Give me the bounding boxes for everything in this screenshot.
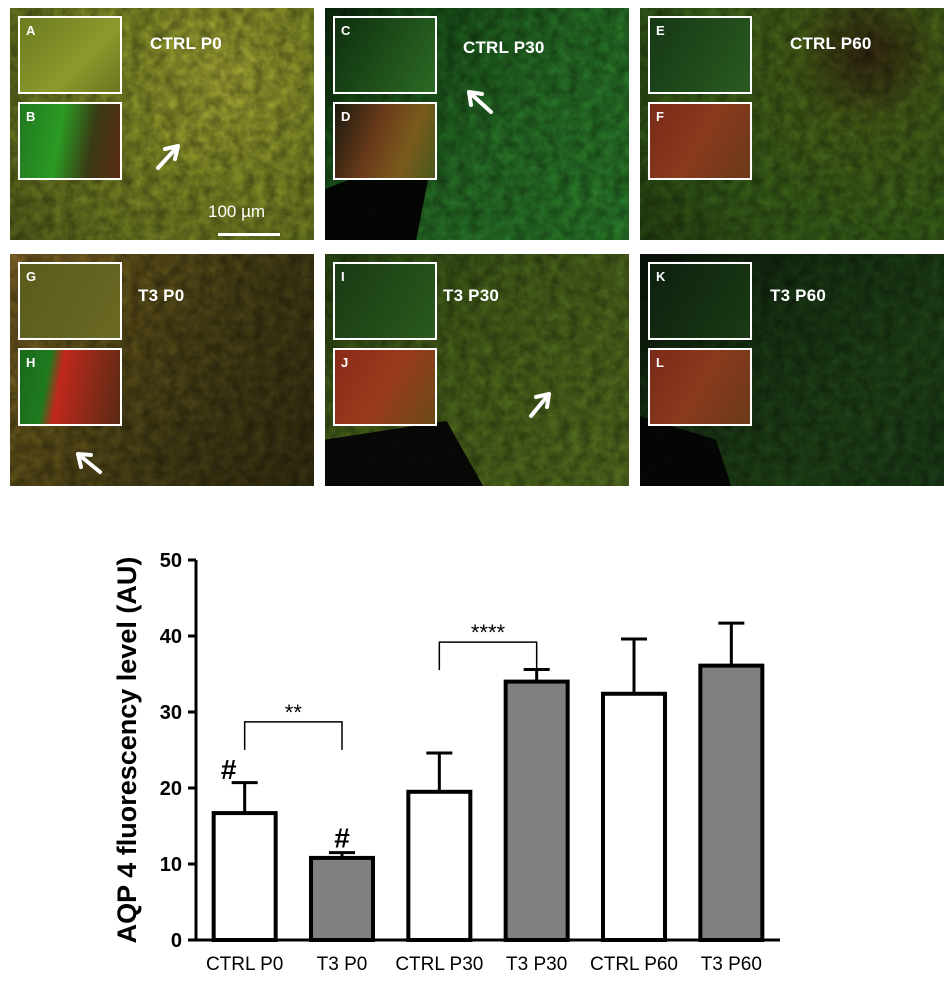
significance-bracket: [243, 721, 343, 750]
bar: [406, 789, 473, 942]
inset-label: G: [26, 269, 37, 284]
micrograph-ctrl-p60: E F CTRL P60: [640, 8, 944, 240]
inset-a: A: [18, 16, 122, 94]
inset-label: E: [656, 23, 665, 38]
inset-label: J: [341, 355, 349, 370]
hash-marker: #: [334, 822, 350, 853]
significance-bracket: [438, 641, 538, 671]
inset-k: K: [648, 262, 752, 340]
x-tick-label: CTRL P60: [590, 954, 678, 975]
panel-label: T3 P0: [138, 286, 185, 305]
inset-label: C: [341, 23, 351, 38]
inset-b: B: [18, 102, 122, 180]
panel-label: CTRL P60: [790, 34, 872, 53]
inset-label: B: [26, 109, 36, 124]
micrograph-ctrl-p30: C D CTRL P30: [325, 8, 629, 240]
y-tick-label: 40: [160, 626, 182, 648]
x-tick-label: T3 P30: [506, 954, 567, 975]
micrograph-t3-p0: G H T3 P0: [10, 254, 314, 486]
hash-marker: #: [221, 754, 237, 785]
significance-label: **: [285, 700, 303, 725]
bar: [503, 679, 570, 942]
panel-label: T3 P30: [443, 286, 500, 305]
micrograph-t3-p60: K L T3 P60: [640, 254, 944, 486]
panel-label: CTRL P0: [150, 34, 222, 53]
inset-label: D: [341, 109, 351, 124]
inset-i: I: [333, 262, 437, 340]
inset-f: F: [648, 102, 752, 180]
scale-bar: [218, 233, 280, 236]
inset-e: E: [648, 16, 752, 94]
scale-bar-label: 100 µm: [208, 202, 266, 221]
inset-d: D: [333, 102, 437, 180]
panel-label: CTRL P30: [463, 38, 545, 57]
micrograph-t3-p30: I J T3 P30: [325, 254, 629, 486]
bar: [211, 811, 278, 943]
bar: [698, 663, 765, 942]
inset-label: I: [341, 269, 345, 284]
x-tick-label: T3 P0: [317, 954, 368, 975]
y-tick-label: 50: [160, 550, 182, 572]
micrograph-ctrl-p0: A B CTRL P0 100 µm: [10, 8, 314, 240]
bar: [309, 855, 375, 942]
bar: [601, 691, 667, 943]
inset-g: G: [18, 262, 122, 340]
y-axis-label: AQP 4 fluorescency level (AU): [112, 557, 142, 944]
y-tick-label: 20: [160, 778, 182, 800]
y-tick-label: 30: [160, 702, 182, 724]
arrow-icon: [76, 452, 102, 474]
arrow-icon: [467, 90, 493, 114]
significance-label: ****: [471, 620, 506, 645]
y-tick-label: 10: [160, 854, 182, 876]
arrow-icon: [529, 392, 551, 418]
x-tick-label: CTRL P0: [206, 954, 283, 975]
arrow-icon: [156, 144, 180, 170]
y-tick-label: 0: [171, 930, 182, 952]
x-tick-label: T3 P60: [701, 954, 762, 975]
inset-label: K: [656, 269, 666, 284]
inset-j: J: [333, 348, 437, 426]
inset-label: H: [26, 355, 36, 370]
inset-label: F: [656, 109, 664, 124]
inset-label: A: [26, 23, 36, 38]
inset-label: L: [656, 355, 664, 370]
inset-c: C: [333, 16, 437, 94]
inset-h: H: [18, 348, 122, 426]
panel-label: T3 P60: [770, 286, 827, 305]
inset-l: L: [648, 348, 752, 426]
x-tick-label: CTRL P30: [395, 954, 483, 975]
